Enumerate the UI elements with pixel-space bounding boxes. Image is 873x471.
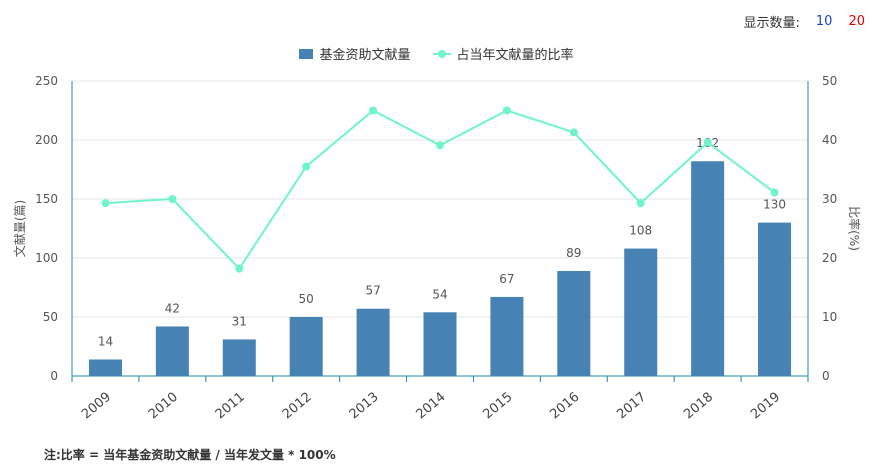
x-tick-label: 2012 [280,390,315,423]
y-tick-label: 250 [35,74,58,88]
bar-value-label: 67 [499,272,514,286]
y-tick-label: 0 [50,369,58,383]
bar [423,312,457,376]
ratio-point [703,138,712,147]
legend-bar-label: 基金资助文献量 [319,48,411,63]
display-count-option-10[interactable]: 10 [815,14,833,29]
x-tick-label: 2014 [414,390,449,423]
footnote: 注:比率 = 当年基金资助文献量 / 当年发文量 * 100% [44,448,336,462]
y-axis-title: 文献量(篇) [12,200,27,257]
bar-value-label: 54 [432,287,447,301]
ratio-point [569,128,578,137]
bar [490,296,524,376]
ratio-point [235,264,244,273]
bar [691,161,725,376]
y2-tick-label: 0 [822,369,830,383]
chart-legend: 基金资助文献量 占当年文献量的比率 [0,44,873,63]
bar [557,270,591,376]
ratio-point [770,188,779,197]
legend-item-bar[interactable]: 基金资助文献量 [299,44,411,63]
bar-value-label: 130 [763,198,786,212]
y2-tick-label: 10 [822,310,837,324]
bar [222,339,256,376]
bar [624,248,658,376]
legend-line-label: 占当年文献量的比率 [456,48,574,63]
ratio-point [168,195,177,203]
ratio-point [436,141,444,150]
bar-value-label: 57 [365,284,380,298]
x-tick-label: 2016 [547,390,582,423]
ratio-point [302,162,311,171]
x-tick-label: 2013 [347,390,382,423]
x-tick-label: 2011 [213,390,248,423]
bar-value-label: 108 [629,224,652,238]
ratio-point [369,106,378,115]
y2-tick-label: 30 [822,192,837,206]
bar-value-label: 50 [299,292,314,306]
x-tick-label: 2017 [614,390,649,423]
y-tick-label: 50 [43,310,58,324]
bar [356,308,390,376]
legend-bar-swatch [299,48,314,59]
bar [758,222,792,376]
y2-tick-label: 40 [822,133,837,147]
ratio-point [636,199,645,208]
bar-value-label: 89 [566,246,581,260]
bar-value-label: 42 [165,301,180,315]
x-tick-label: 2018 [681,390,716,423]
bar [289,317,323,376]
y-tick-label: 150 [35,192,58,206]
legend-line-swatch [432,49,451,59]
y2-tick-label: 20 [822,251,837,265]
y-tick-label: 100 [35,251,58,265]
bar [88,359,122,376]
bar-value-label: 14 [98,334,113,348]
display-count-control: 显示数量: 10 20 [744,12,865,31]
display-count-option-20[interactable]: 20 [848,14,865,29]
ratio-line [105,109,776,271]
ratio-point [101,199,110,208]
ratio-point [502,106,511,115]
x-tick-label: 2019 [748,390,783,423]
bar [155,326,189,376]
y2-tick-label: 50 [822,74,837,88]
x-tick-label: 2015 [480,390,515,423]
y-tick-label: 200 [35,133,58,147]
x-tick-label: 2010 [146,390,181,423]
display-count-label: 显示数量: [743,16,800,31]
x-tick-label: 2009 [79,390,114,423]
legend-item-line[interactable]: 占当年文献量的比率 [432,44,574,63]
y2-axis-title: 比率(%) [847,206,862,251]
bar-value-label: 31 [232,314,247,328]
